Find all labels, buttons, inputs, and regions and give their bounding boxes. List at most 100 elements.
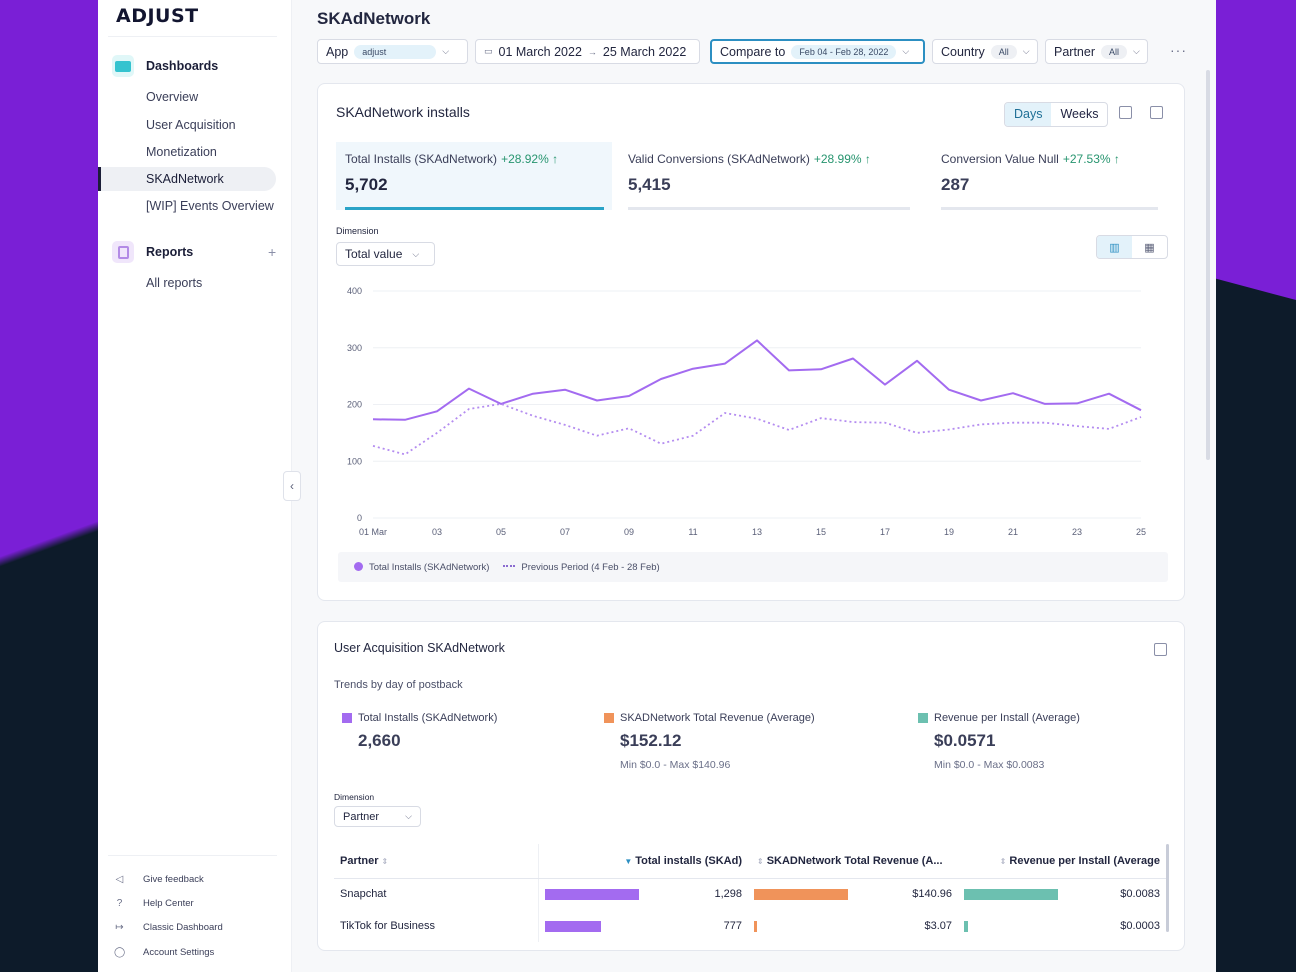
divider bbox=[108, 855, 277, 856]
x-tick-label: 07 bbox=[560, 527, 570, 537]
filter-label: Compare to bbox=[720, 44, 786, 59]
toggle-weeks[interactable]: Weeks bbox=[1060, 107, 1099, 121]
legend-dotted-line-icon bbox=[503, 564, 516, 567]
kpi-value: 5,702 bbox=[345, 175, 388, 194]
partner-table: Partner ⇕ ▼ Total installs (SKAd) ⇕ SKADNet… bbox=[334, 844, 1166, 942]
app-filter[interactable]: App adjust ⌵ bbox=[317, 39, 468, 64]
cell-revenue: $140.96 bbox=[748, 878, 958, 910]
revenue-bar bbox=[754, 920, 757, 932]
partner-filter[interactable]: Partner All ⌵ bbox=[1045, 39, 1148, 64]
y-tick-label: 300 bbox=[347, 343, 362, 353]
stat-total-installs: Total Installs (SKAdNetwork) 2,660 bbox=[342, 712, 497, 751]
more-options-icon[interactable]: ··· bbox=[1170, 42, 1187, 58]
kpi-valid-conversions[interactable]: Valid Conversions (SKAdNetwork) +28.99% ↑… bbox=[619, 142, 918, 210]
kpi-conversion-value-null[interactable]: Conversion Value Null +27.53% ↑ 287 bbox=[932, 142, 1166, 210]
export-icon[interactable] bbox=[1154, 643, 1167, 656]
sidebar-item-skadnetwork[interactable]: SKAdNetwork bbox=[98, 167, 276, 191]
add-report-plus-icon[interactable]: + bbox=[268, 244, 277, 260]
kpi-label-text: Total Installs (SKAdNetwork) bbox=[345, 152, 498, 166]
edit-icon[interactable] bbox=[1119, 106, 1132, 119]
dimension-select[interactable]: Total value ⌵ bbox=[336, 242, 435, 266]
table-icon[interactable]: ▦ bbox=[1144, 241, 1155, 254]
chevron-down-icon: ⌵ bbox=[405, 811, 412, 821]
x-tick-label: 09 bbox=[624, 527, 634, 537]
y-tick-label: 0 bbox=[357, 513, 362, 523]
series-line-current bbox=[372, 339, 1142, 421]
sidebar-item-overview[interactable]: Overview bbox=[146, 90, 199, 104]
stat-revenue-per-install: Revenue per Install (Average) $0.0571 Mi… bbox=[918, 712, 1080, 771]
kpi-label: Total Installs (SKAdNetwork) +28.92% ↑ bbox=[345, 152, 558, 166]
app-window: ADJUST Dashboards Overview User Acquisit… bbox=[98, 0, 1216, 972]
table-row[interactable]: Snapchat 1,298 $140.96 $0.0083 bbox=[334, 878, 1166, 910]
cell-rpi: $0.0003 bbox=[958, 910, 1166, 942]
classic-dashboard-link[interactable]: ↦ Classic Dashboard bbox=[114, 922, 222, 933]
x-tick-label: 17 bbox=[880, 527, 890, 537]
adjust-logo[interactable]: ADJUST bbox=[116, 5, 199, 27]
sidebar-section-dashboards[interactable]: Dashboards bbox=[112, 55, 218, 77]
revenue-bar bbox=[754, 888, 848, 900]
legend-label: Total Installs (SKAdNetwork) bbox=[369, 561, 490, 573]
cell-rpi: $0.0083 bbox=[958, 878, 1166, 910]
kpi-label-text: Valid Conversions (SKAdNetwork) bbox=[628, 152, 810, 166]
x-tick-label: 15 bbox=[816, 527, 826, 537]
table-row[interactable]: TikTok for Business 777 $3.07 $0.0003 bbox=[334, 910, 1166, 942]
collapse-sidebar-button[interactable]: ‹ bbox=[283, 471, 301, 501]
export-icon[interactable] bbox=[1150, 106, 1163, 119]
column-header-installs[interactable]: ▼ Total installs (SKAd) bbox=[538, 844, 748, 879]
kpi-label-text: Conversion Value Null bbox=[941, 152, 1059, 166]
cell-value: $0.0083 bbox=[1120, 888, 1160, 901]
help-center-link[interactable]: ? Help Center bbox=[114, 898, 194, 909]
kpi-label: Valid Conversions (SKAdNetwork) +28.99% ↑ bbox=[628, 152, 871, 166]
cell-value: 1,298 bbox=[714, 888, 742, 901]
give-feedback-link[interactable]: ◁ Give feedback bbox=[114, 874, 204, 885]
table-scrollbar[interactable] bbox=[1166, 844, 1169, 932]
column-header-revenue[interactable]: ⇕ SKADNetwork Total Revenue (A... bbox=[748, 844, 958, 879]
legend-item-current[interactable]: Total Installs (SKAdNetwork) bbox=[354, 561, 490, 573]
dimension-value: Partner bbox=[343, 810, 380, 823]
column-header-rpi[interactable]: ⇕ Revenue per Install (Average bbox=[958, 844, 1166, 879]
sidebar: ADJUST Dashboards Overview User Acquisit… bbox=[98, 0, 292, 972]
toggle-days[interactable]: Days bbox=[1005, 103, 1052, 126]
kpi-indicator bbox=[345, 207, 604, 210]
x-tick-label: 03 bbox=[432, 527, 442, 537]
y-tick-label: 400 bbox=[347, 286, 362, 296]
installs-line-chart: 0 100 200 300 400 01 Mar 03 05 07 09 11 13 15 17 19 21 2… bbox=[347, 286, 1146, 537]
partner-dimension-select[interactable]: Partner ⌵ bbox=[334, 806, 421, 827]
card-title: SKAdNetwork installs bbox=[336, 104, 470, 120]
dimension-value: Total value bbox=[345, 247, 403, 261]
stat-value: $0.0571 bbox=[934, 731, 996, 750]
dashboard-icon bbox=[112, 55, 134, 77]
y-tick-label: 200 bbox=[347, 400, 362, 410]
cell-installs: 777 bbox=[538, 910, 748, 942]
sidebar-section-reports[interactable]: Reports bbox=[112, 241, 193, 263]
sidebar-item-wip-events-overview[interactable]: [WIP] Events Overview bbox=[146, 199, 274, 213]
background-purple-shape bbox=[0, 0, 110, 642]
kpi-change: +28.99% ↑ bbox=[813, 152, 871, 166]
x-tick-label: 25 bbox=[1136, 527, 1146, 537]
legend-square-icon bbox=[918, 713, 928, 723]
x-tick-label: 13 bbox=[752, 527, 762, 537]
kpi-total-installs[interactable]: Total Installs (SKAdNetwork) +28.92% ↑ 5,… bbox=[336, 142, 612, 210]
sidebar-item-monetization[interactable]: Monetization bbox=[146, 145, 217, 159]
column-header-partner[interactable]: Partner ⇕ bbox=[334, 844, 539, 879]
megaphone-icon: ◁ bbox=[115, 874, 124, 885]
cell-value: 777 bbox=[723, 920, 742, 932]
stat-label: Revenue per Install (Average) bbox=[934, 712, 1080, 724]
date-range-picker[interactable]: ▭ 01 March 2022 → 25 March 2022 bbox=[475, 39, 700, 64]
legend-square-icon bbox=[604, 713, 614, 723]
compare-to-filter[interactable]: Compare to Feb 04 - Feb 28, 2022 ⌵ bbox=[710, 39, 925, 64]
sort-desc-icon: ▼ bbox=[624, 856, 633, 866]
kpi-label: Conversion Value Null +27.53% ↑ bbox=[941, 152, 1120, 166]
stat-label: Total Installs (SKAdNetwork) bbox=[358, 712, 498, 724]
sidebar-item-all-reports[interactable]: All reports bbox=[146, 276, 203, 290]
page-scrollbar[interactable] bbox=[1206, 70, 1210, 460]
country-filter-value: All bbox=[990, 44, 1017, 59]
country-filter[interactable]: Country All ⌵ bbox=[932, 39, 1038, 64]
kpi-value: 287 bbox=[941, 175, 970, 194]
legend-item-previous[interactable]: Previous Period (4 Feb - 28 Feb) bbox=[503, 562, 660, 573]
bar-chart-icon[interactable]: ▥ bbox=[1097, 236, 1132, 258]
background-purple-shape-right bbox=[1206, 0, 1296, 300]
sidebar-item-user-acquisition[interactable]: User Acquisition bbox=[146, 118, 236, 132]
cell-partner: Snapchat bbox=[334, 878, 539, 910]
account-settings-link[interactable]: ◯ Account Settings bbox=[114, 947, 214, 958]
